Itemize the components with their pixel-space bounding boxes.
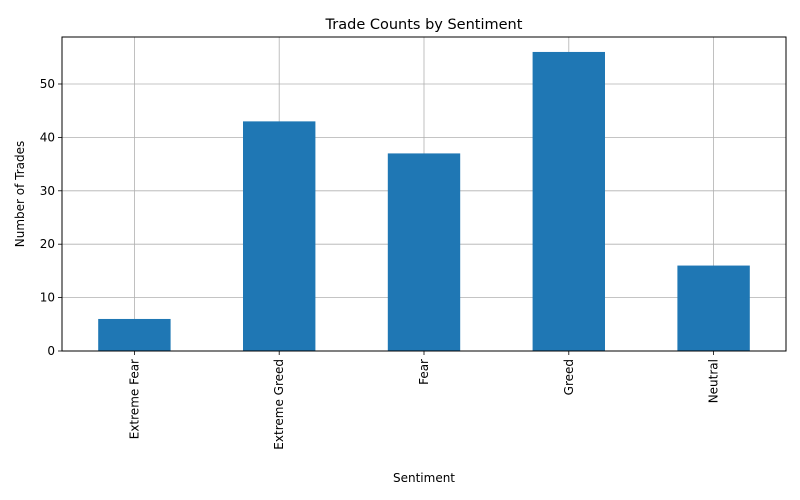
x-tick-label: Extreme Fear [127, 359, 141, 439]
x-axis-label: Sentiment [393, 471, 455, 485]
bar [532, 51, 605, 351]
bar [243, 121, 316, 352]
bar [387, 153, 461, 351]
x-tick-label: Greed [562, 359, 576, 395]
y-tick-label: 20 [40, 237, 55, 251]
x-tick-label: Extreme Greed [272, 359, 286, 450]
y-tick-label: 0 [47, 344, 55, 358]
y-tick-label: 30 [40, 184, 55, 198]
chart-title: Trade Counts by Sentiment [325, 17, 523, 33]
x-tick-label: Neutral [707, 359, 721, 403]
x-axis-ticks: Extreme Fear Extreme Greed Fear Greed Neutra… [127, 351, 721, 450]
y-tick-label: 50 [40, 77, 55, 91]
bar [98, 318, 171, 351]
y-axis-label: Number of Trades [13, 141, 27, 248]
bars [98, 51, 750, 352]
x-tick-label: Fear [417, 359, 431, 385]
bar [677, 265, 750, 351]
y-tick-label: 40 [40, 130, 55, 144]
y-tick-label: 10 [40, 291, 55, 305]
y-axis-ticks: 0 10 20 30 40 50 [40, 77, 62, 358]
